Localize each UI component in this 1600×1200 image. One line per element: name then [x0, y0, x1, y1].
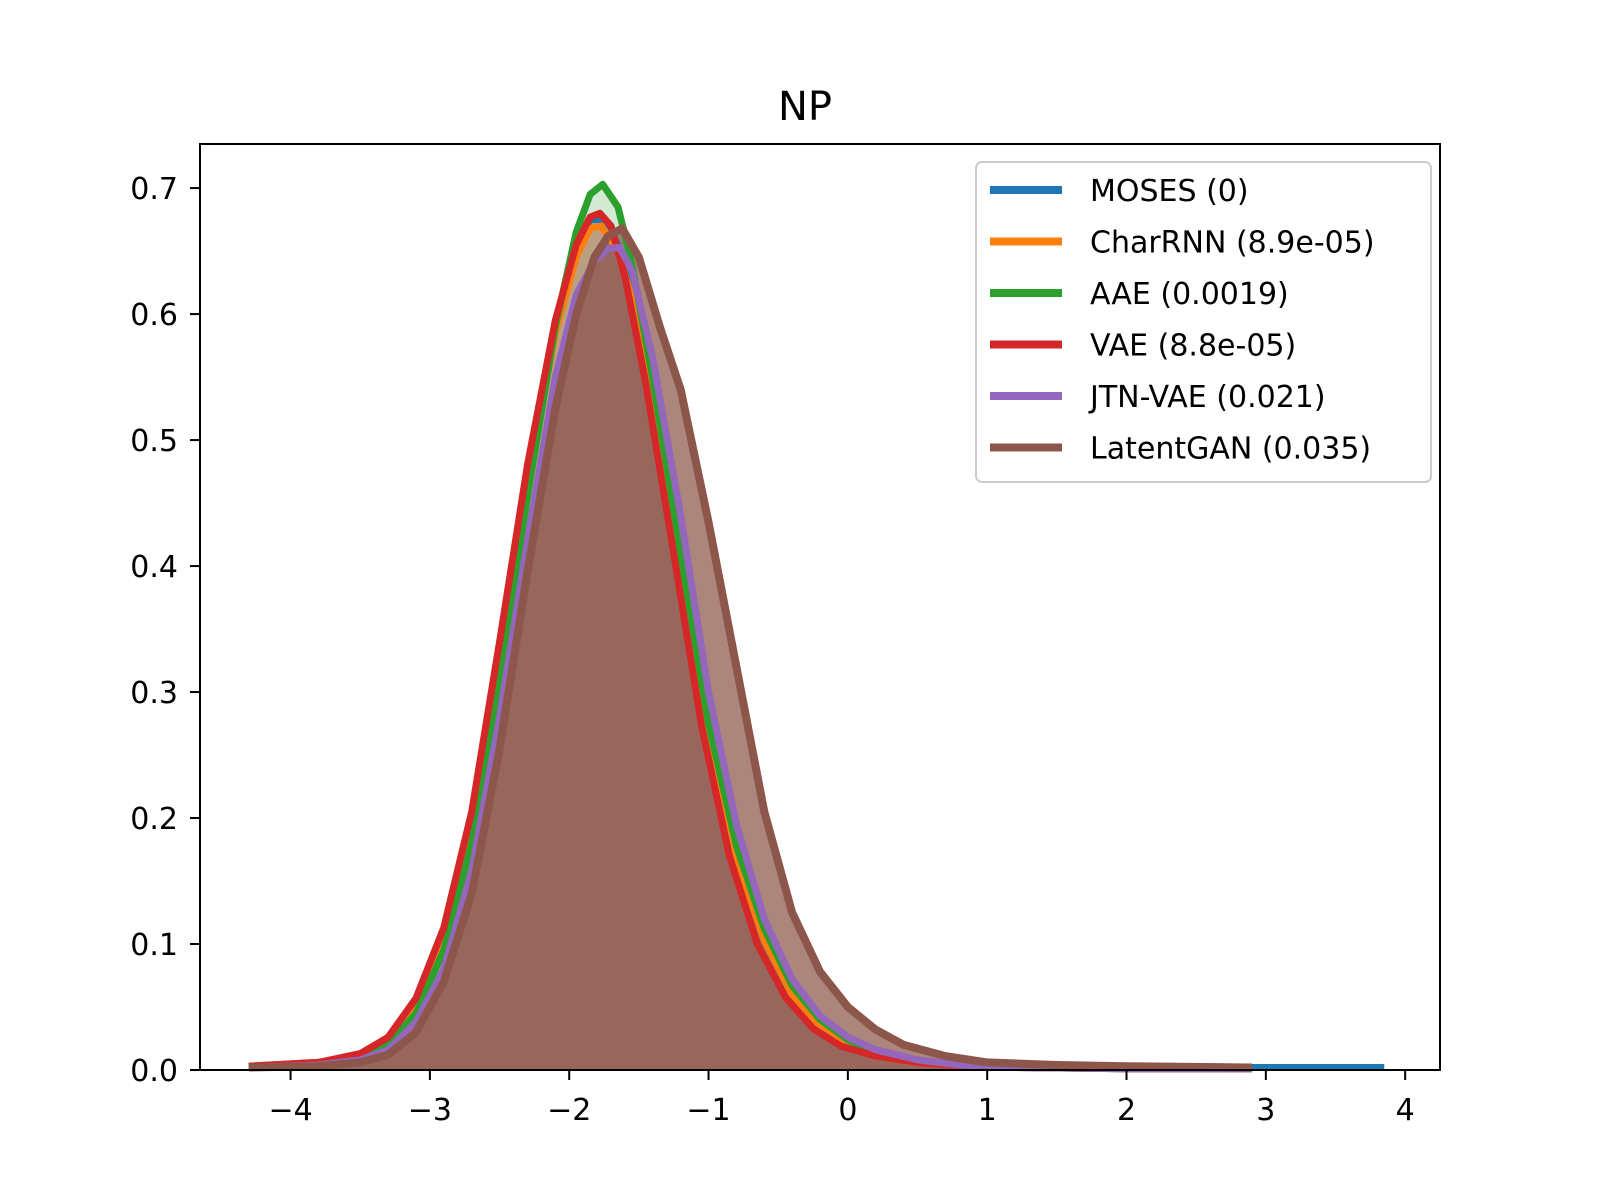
chart-title: NP — [778, 84, 832, 130]
legend-label: AAE (0.0019) — [1090, 277, 1289, 312]
x-tick-label: −4 — [268, 1093, 312, 1128]
y-tick-label: 0.7 — [130, 172, 178, 207]
density-line-vae — [248, 209, 1252, 1073]
x-tick-label: −3 — [408, 1093, 452, 1128]
y-tick-label: 0.1 — [130, 928, 178, 963]
x-axis: −4 −3 −2 −1 0 1 2 3 4 — [268, 1070, 1415, 1128]
legend-label: CharRNN (8.9e-05) — [1090, 226, 1375, 261]
density-line-jtn-vae — [248, 243, 1252, 1073]
density-line-latentgan — [248, 224, 1252, 1072]
x-tick-label: 3 — [1256, 1093, 1275, 1128]
plot-frame — [199, 143, 1441, 1071]
density-fill-latentgan — [248, 228, 1252, 1070]
legend-label: MOSES (0) — [1090, 174, 1249, 209]
y-tick-label: 0.6 — [130, 298, 178, 333]
x-tick-label: 4 — [1396, 1093, 1415, 1128]
legend: MOSES (0) CharRNN (8.9e-05) AAE (0.0019) VA… — [975, 161, 1432, 483]
y-tick-label: 0.4 — [130, 550, 178, 585]
x-tick-label: −2 — [547, 1093, 591, 1128]
legend-label: VAE (8.8e-05) — [1090, 329, 1296, 364]
legend-label: LatentGAN (0.035) — [1090, 432, 1371, 467]
legend-box — [975, 161, 1432, 483]
x-tick-label: 0 — [838, 1093, 857, 1128]
x-tick-label: −1 — [686, 1093, 730, 1128]
y-tick-label: 0.3 — [130, 676, 178, 711]
legend-label: JTN-VAE (0.021) — [1088, 380, 1326, 415]
series-lines — [248, 180, 1385, 1073]
y-tick-label: 0.0 — [130, 1054, 178, 1089]
y-tick-label: 0.2 — [130, 802, 178, 837]
y-axis: 0.0 0.1 0.2 0.3 0.4 0.5 0.6 0.7 — [130, 172, 200, 1089]
x-tick-label: 1 — [978, 1093, 997, 1128]
x-tick-label: 2 — [1117, 1093, 1136, 1128]
series-fills — [248, 184, 1385, 1071]
y-tick-label: 0.5 — [130, 424, 178, 459]
